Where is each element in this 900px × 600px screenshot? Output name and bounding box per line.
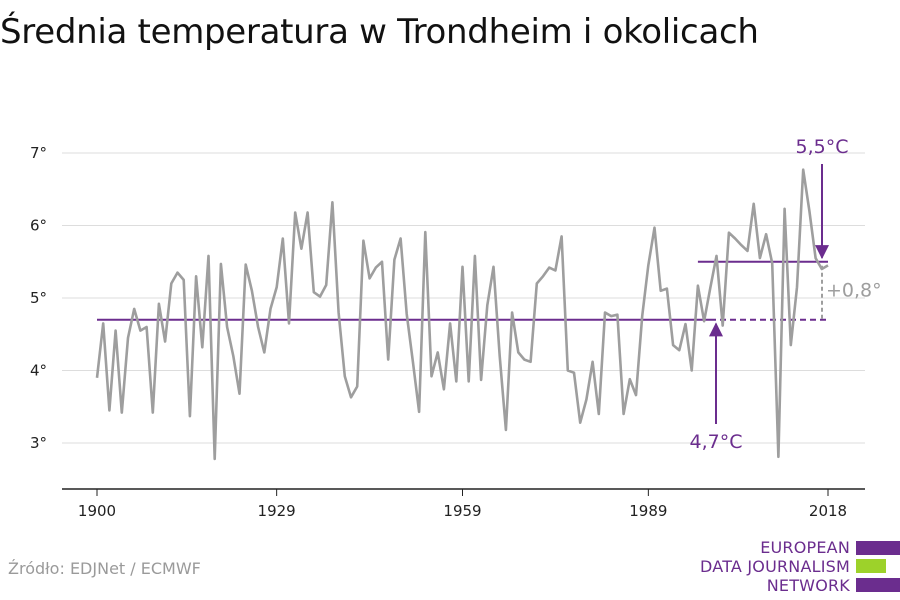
logo-bar-top bbox=[856, 541, 900, 555]
chart-title: Średnia temperatura w Trondheim i okolic… bbox=[0, 12, 759, 52]
logo-text-line-2: DATA JOURNALISM bbox=[700, 557, 850, 576]
annotations: 4,7°C 5,5°C +0,8° bbox=[690, 136, 882, 453]
logo-text-line-1: EUROPEAN bbox=[760, 538, 850, 557]
series bbox=[95, 168, 829, 461]
temperature-line bbox=[95, 168, 829, 461]
logo-text-line-3: NETWORK bbox=[766, 576, 850, 595]
x-tick-label: 2018 bbox=[809, 502, 847, 520]
label-5-5: 5,5°C bbox=[796, 136, 849, 158]
x-axis: 1900 1929 1959 1989 2018 bbox=[62, 488, 865, 520]
logo-bar-middle bbox=[856, 559, 886, 573]
difference-label: +0,8° bbox=[826, 279, 882, 301]
edjnet-logo: EUROPEAN DATA JOURNALISM NETWORK bbox=[700, 538, 900, 598]
y-tick-label: 4° bbox=[30, 362, 47, 380]
x-tick-label: 1989 bbox=[629, 502, 667, 520]
logo-bar-bottom bbox=[856, 578, 900, 592]
x-tick-label: 1900 bbox=[78, 502, 116, 520]
y-tick-labels: 3° 4° 5° 6° 7° bbox=[30, 144, 47, 452]
y-tick-label: 5° bbox=[30, 289, 47, 307]
source-note: Źródło: EDJNet / ECMWF bbox=[8, 559, 201, 578]
y-tick-label: 3° bbox=[30, 434, 47, 452]
y-tick-label: 7° bbox=[30, 144, 47, 162]
x-tick-label: 1959 bbox=[443, 502, 481, 520]
x-tick-label: 1929 bbox=[258, 502, 296, 520]
label-4-7: 4,7°C bbox=[690, 431, 743, 453]
y-tick-label: 6° bbox=[30, 217, 47, 235]
